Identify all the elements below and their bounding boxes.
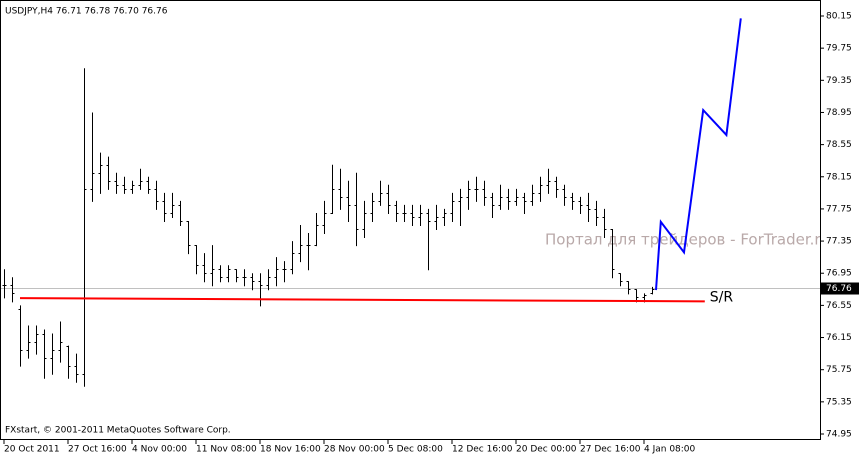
x-tick-label: 12 Dec 16:00 [452,445,513,455]
x-tick-label: 4 Nov 00:00 [132,445,187,455]
y-tick-label: 79.35 [826,76,852,86]
x-tick-label: 20 Oct 2011 [4,445,60,455]
y-tick-label: 76.15 [826,333,852,343]
plot-area: Портал для трейдеров - ForTrader.ru S/R [1,18,830,387]
y-tick-label: 78.95 [826,108,852,118]
plot-frame [0,0,821,440]
y-tick-label: 80.15 [826,12,852,22]
y-tick-label: 75.75 [826,365,852,375]
y-tick-label: 77.35 [826,237,852,247]
y-tick-label: 76.95 [826,269,852,279]
y-tick-label: 77.75 [826,204,852,214]
y-tick-label: 74.95 [826,430,852,440]
y-tick-label: 79.75 [826,44,852,54]
x-tick-label: 27 Dec 16:00 [580,445,641,455]
x-tick-label: 4 Jan 08:00 [644,445,696,455]
x-tick-label: 28 Nov 00:00 [324,445,385,455]
x-tick-label: 27 Oct 16:00 [68,445,127,455]
x-tick-label: 20 Dec 00:00 [516,445,577,455]
sr-label: S/R [710,289,734,305]
watermark: Портал для трейдеров - ForTrader.ru [545,231,830,249]
current-price-label: 76.76 [826,284,852,294]
current-price-tag [821,282,859,295]
support-resistance-line [19,297,705,303]
copyright: FXstart, © 2001-2011 MetaQuotes Software… [5,426,231,436]
y-tick-label: 76.55 [826,301,852,311]
chart-header: USDJPY,H4 76.71 76.78 76.70 76.76 [5,7,168,17]
x-tick-label: 5 Dec 08:00 [388,445,443,455]
y-tick-label: 75.35 [826,397,852,407]
x-tick-label: 11 Nov 08:00 [196,445,257,455]
x-tick-label: 18 Nov 16:00 [260,445,321,455]
forecast-line [655,18,742,291]
y-tick-label: 78.15 [826,172,852,182]
y-tick-label: 78.55 [826,140,852,150]
